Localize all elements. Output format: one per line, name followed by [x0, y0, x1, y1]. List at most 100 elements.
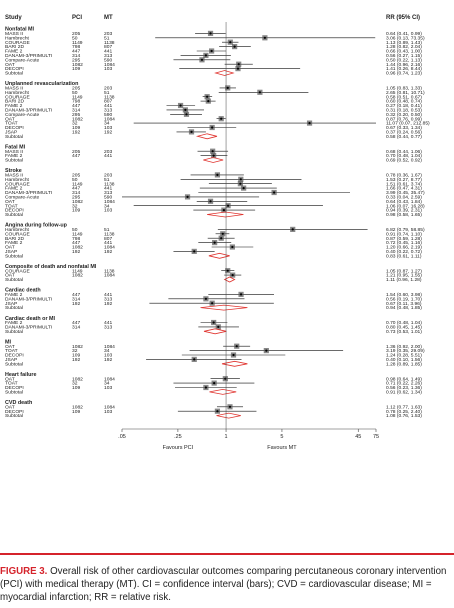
pci-count: 1082 [72, 376, 83, 382]
pci-count: 1149 [72, 40, 83, 46]
pci-count: 109 [72, 409, 80, 415]
study-name: Subtotal [5, 329, 23, 335]
rr-ci-label: 1.53 (0.27, 8.77) [386, 177, 422, 183]
mt-count: 51 [104, 227, 110, 233]
rr-ci-label: 1.20 (0.66, 2.19) [386, 245, 422, 251]
mt-count: 1138 [104, 181, 115, 187]
pci-count: 1149 [72, 268, 83, 274]
mt-count: 441 [104, 240, 112, 246]
study-row: TOAT 32 34 11.07 (0.07, 212.85) [5, 120, 430, 127]
rr-ci-label: 0.67 (0.33, 1.34) [386, 125, 422, 131]
study-row: COURAGE 1149 1138 0.58 (0.51, 0.67) [5, 94, 422, 100]
subtotal-row: Subtotal 0.98 (0.58, 1.65) [5, 211, 422, 218]
study-name: COURAGE [5, 40, 30, 46]
pci-count: 314 [72, 296, 80, 302]
subtotal-row: Subtotal 1.08 (0.76, 1.53) [5, 412, 422, 419]
study-row: Compare-Acute 295 590 0.50 (0.22, 1.13) [5, 57, 422, 63]
rr-ci-label: 1.36 (0.92, 2.00) [386, 344, 422, 350]
group-title: Nonfatal MI [5, 27, 35, 33]
point-estimate [239, 182, 242, 185]
point-estimate [226, 269, 229, 272]
pci-count: 192 [72, 301, 80, 307]
study-row: JSAP 192 192 0.67 (0.11, 3.96) [5, 300, 422, 307]
study-name: OAT [5, 273, 15, 279]
mt-count: 203 [104, 86, 112, 92]
study-row: FAME 2 447 441 1.54 (0.60, 3.98) [5, 291, 422, 298]
group-title: Fatal MI [5, 145, 26, 151]
subtotal-row: Subtotal 0.73 (0.53, 1.01) [5, 328, 422, 335]
subtotal-diamond [214, 70, 235, 76]
subtotal-row: Subtotal 0.94 (0.48, 1.85) [5, 304, 422, 311]
mt-count: 441 [104, 320, 112, 326]
x-tick-label: .05 [118, 434, 126, 440]
study-name: Subtotal [5, 413, 23, 419]
rr-ci-label: 0.96 (0.74, 1.23) [386, 71, 422, 77]
subtotal-row: Subtotal 0.69 (0.52, 0.92) [5, 157, 422, 164]
study-name: OAT [5, 344, 15, 350]
rr-ci-label: 0.69 (0.52, 0.92) [386, 158, 422, 164]
study-row: BARI 2D 798 807 1.28 (0.82, 2.04) [5, 44, 422, 50]
pci-count: 192 [72, 357, 80, 363]
point-estimate [204, 54, 208, 57]
pci-count: 50 [72, 90, 78, 96]
point-estimate [235, 345, 238, 348]
point-estimate [211, 150, 214, 153]
pci-count: 50 [72, 227, 78, 233]
point-estimate [258, 91, 261, 94]
study-name: FAME 2 [5, 49, 23, 55]
mt-count: 192 [104, 357, 112, 363]
point-estimate [233, 45, 236, 48]
pci-count: 50 [72, 177, 78, 183]
point-estimate [265, 349, 268, 352]
point-estimate [193, 250, 196, 253]
subtotal-diamond [216, 412, 241, 419]
study-name: TOAT [5, 348, 18, 354]
pci-count: 447 [72, 240, 80, 246]
subtotal-diamond [195, 133, 218, 140]
mt-count: 103 [104, 125, 112, 131]
point-estimate [236, 67, 240, 70]
mt-count: 51 [104, 177, 110, 183]
rr-ci-label: 0.31 (0.18, 0.53) [386, 108, 422, 114]
mt-count: 1084 [104, 116, 115, 122]
study-row: TOAT 32 34 1.06 (0.07, 16.28) [5, 203, 425, 209]
rr-ci-label: 0.91 (0.74, 1.10) [386, 231, 422, 237]
study-row: FAME 2 447 441 0.66 (0.43, 1.00) [5, 48, 422, 55]
rr-ci-label: 1.28 (0.89, 1.85) [386, 361, 422, 367]
mt-count: 203 [104, 31, 112, 37]
study-row: DECOPI 109 103 0.56 (0.23, 1.36) [5, 384, 422, 391]
rr-ci-label: 0.56 (0.27, 1.15) [386, 53, 422, 59]
study-name: MASS II [5, 31, 23, 37]
pci-count: 447 [72, 49, 80, 55]
study-row: OAT 1082 1084 1.44 (0.96, 2.16) [5, 61, 422, 68]
study-name: OAT [5, 116, 15, 122]
favours-pci-label: Favours PCI [163, 445, 194, 451]
pci-count: 798 [72, 44, 80, 50]
group-title: Unplanned revascularization [5, 81, 78, 87]
mt-count: 1138 [104, 268, 115, 274]
mt-count: 1138 [104, 40, 115, 46]
mt-count: 192 [104, 301, 112, 307]
point-estimate [184, 108, 187, 111]
rr-ci-label: 1.11 (0.96, 1.28) [386, 277, 422, 283]
point-estimate [209, 200, 212, 203]
study-row: DECOPI 109 103 0.78 (0.25, 2.40) [5, 408, 422, 415]
study-row: FAME 2 447 441 0.70 (0.48, 1.04) [5, 153, 422, 159]
study-row: Hambrecht 50 51 6.82 (0.79, 58.85) [5, 226, 425, 233]
rr-ci-label: 1.12 (0.77, 1.63) [386, 404, 422, 410]
point-estimate [308, 122, 311, 125]
group-title: Composite of death and nonfatal MI [5, 264, 97, 270]
study-row: OAT 1082 1084 0.64 (0.43, 1.84) [5, 198, 422, 205]
rr-ci-label: 0.32 (0.20, 0.50) [386, 112, 422, 118]
pci-count: 447 [72, 103, 80, 109]
mt-count: 807 [104, 236, 112, 242]
study-name: Compare-Acute [5, 195, 40, 201]
mt-count: 51 [104, 90, 110, 96]
study-name: TOAT [5, 121, 18, 127]
mt-count: 313 [104, 190, 112, 196]
rr-ci-label: 1.44 (0.96, 2.16) [386, 62, 422, 68]
point-estimate [216, 173, 219, 176]
study-name: Hambrecht [5, 227, 30, 233]
rr-ci-label: 0.58 (0.51, 0.67) [386, 94, 422, 100]
